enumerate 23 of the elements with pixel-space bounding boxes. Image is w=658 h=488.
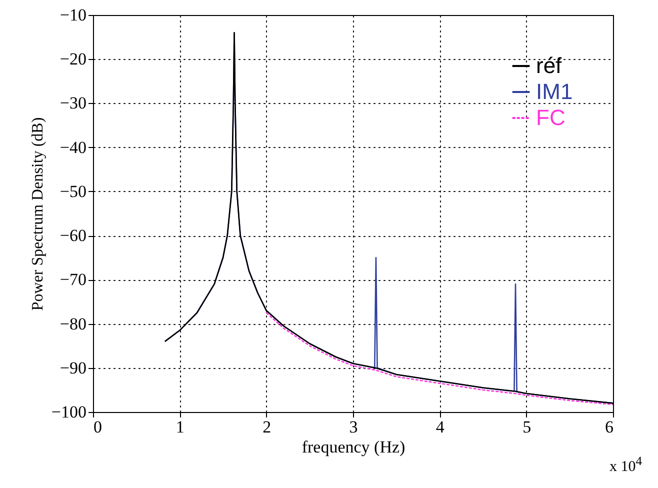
x-axis-title: frequency (Hz): [302, 438, 406, 456]
y-tick-label: −60: [60, 226, 86, 246]
y-tick-label: −100: [51, 402, 86, 422]
y-tick-label: −70: [60, 270, 86, 290]
y-tick-label: −90: [60, 358, 86, 378]
y-tick-label: −50: [60, 182, 86, 201]
legend-label: IM1: [536, 79, 573, 104]
y-tick-label: −30: [60, 94, 86, 113]
legend-label: FC: [536, 105, 566, 130]
x-tick-label: 4: [436, 418, 445, 436]
y-axis-title: Power Spectrum Density (dB): [29, 117, 46, 311]
x-tick-label: 6: [605, 418, 614, 436]
y-tick-label: −20: [60, 50, 86, 69]
x-tick-label: 3: [349, 418, 358, 436]
x-tick-label: 0: [94, 418, 102, 436]
y-tick-label: −40: [60, 138, 86, 157]
y-tick-label: −80: [60, 314, 86, 334]
y-tick-label: −10: [60, 6, 86, 24]
x-tick-label: 2: [262, 418, 272, 436]
legend-label: réf: [536, 53, 563, 78]
x-tick-label: 1: [176, 418, 184, 436]
text: x 10$^{4}$: [610, 454, 642, 476]
x-tick-label: 5: [522, 418, 532, 436]
